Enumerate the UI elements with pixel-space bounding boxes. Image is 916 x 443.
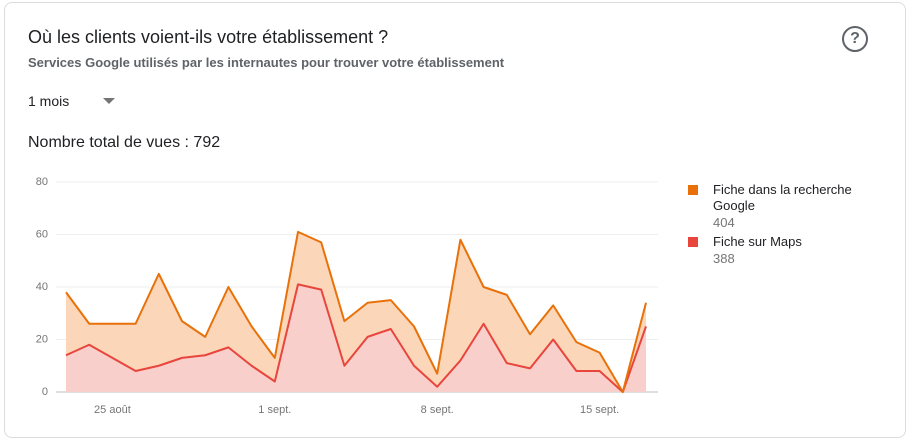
legend-item: Fiche sur Maps 388: [688, 234, 878, 268]
line: [65, 283, 647, 393]
legend-label: Fiche sur Maps: [713, 234, 802, 249]
help-icon[interactable]: ?: [842, 26, 868, 52]
x-tick-label: 15 sept.: [580, 404, 619, 416]
y-tick-label: 40: [36, 281, 48, 293]
legend-swatch: [688, 237, 698, 247]
period-select[interactable]: 1 mois: [28, 93, 70, 109]
area: [66, 284, 646, 392]
legend-item: Fiche dans la recherche Google 404: [688, 182, 878, 232]
legend-swatch: [688, 185, 698, 195]
legend-label: Fiche dans la recherche Google: [713, 182, 852, 213]
y-tick-label: 60: [36, 228, 48, 240]
x-tick-label: 25 août: [94, 404, 131, 416]
dropdown-arrow[interactable]: [103, 98, 115, 104]
legend-total: 404: [713, 215, 735, 230]
card: [4, 2, 906, 438]
line: [65, 230, 647, 393]
legend-total: 388: [713, 251, 735, 266]
card-title: Où les clients voient-ils votre établiss…: [28, 27, 389, 47]
card-subtitle: Services Google utilisés par les interna…: [28, 55, 505, 70]
y-tick-label: 20: [36, 333, 48, 345]
x-tick-label: 8 sept.: [421, 404, 454, 416]
y-tick-label: 80: [36, 176, 48, 188]
x-tick-label: 1 sept.: [258, 404, 291, 416]
total-views: Nombre total de vues : 792: [28, 134, 221, 151]
y-tick-label: 0: [42, 386, 48, 398]
